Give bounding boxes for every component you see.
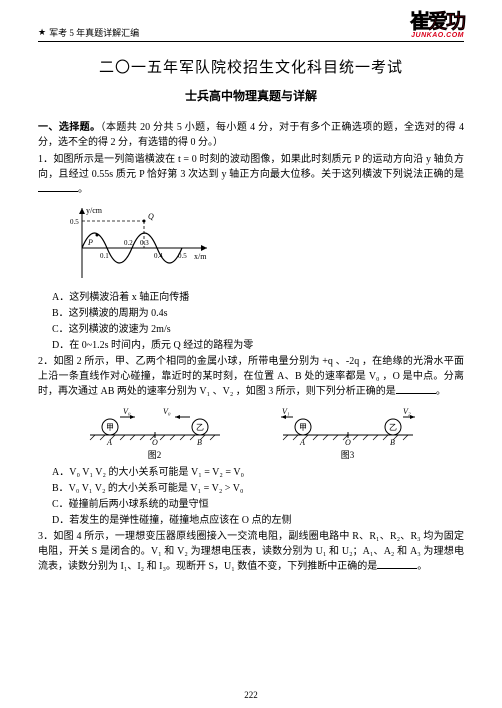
question-2: 2．如图 2 所示，甲、乙两个相同的金属小球，所带电量分别为 +q 、-2q ，… xyxy=(38,354,464,399)
figure-2: 甲 乙 V₀ V₀ A B O 图2 xyxy=(85,405,225,461)
svg-text:B: B xyxy=(197,438,202,445)
svg-text:V₀: V₀ xyxy=(163,407,171,416)
q2-blank xyxy=(396,384,436,394)
figure-3: 甲 乙 V₁ V₂ A B O 图3 xyxy=(278,405,418,461)
svg-text:0.3: 0.3 xyxy=(140,239,149,247)
q2-optD: D．若发生的是弹性碰撞，碰撞地点应该在 O 点的左侧 xyxy=(52,513,464,528)
svg-text:0.1: 0.1 xyxy=(100,252,109,260)
q1-options: A．这列横波沿着 x 轴正向传播 B．这列横波的周期为 0.4s C．这列横波的… xyxy=(38,290,464,353)
svg-text:V₁: V₁ xyxy=(282,407,290,416)
section-label: 一、选择题。 xyxy=(38,122,101,133)
svg-text:0.2: 0.2 xyxy=(124,239,133,247)
svg-text:Q: Q xyxy=(148,212,154,221)
q1-optC: C．这列横波的波速为 2m/s xyxy=(52,322,464,337)
figure-wave: y/cm x/m 0.5 0.1 0.2 0.3 0.4 0.5 P Q xyxy=(62,203,464,286)
q2-optB: B．V₀ V₁ V₂ 的大小关系可能是 V₁ = V₂ > V₀ xyxy=(52,481,464,496)
logo-url: JUNKAO.COM xyxy=(410,32,464,39)
header-left: ★ 军考 5 年真题详解汇编 xyxy=(38,26,139,39)
page-header: ★ 军考 5 年真题详解汇编 崔爱功 JUNKAO.COM xyxy=(38,12,464,42)
star-icon: ★ xyxy=(38,27,46,38)
q1-optD: D．在 0~1.2s 时间内，质元 Q 经过的路程为零 xyxy=(52,338,464,353)
svg-text:A: A xyxy=(299,438,305,445)
q1-optB: B．这列横波的周期为 0.4s xyxy=(52,306,464,321)
fig3-label: 图3 xyxy=(278,448,418,461)
question-1: 1．如图所示是一列简谐横波在 t = 0 时刻的波动图像，如果此时刻质元 P 的… xyxy=(38,152,464,197)
section-1-head: 一、选择题。（本题共 20 分共 5 小题，每小题 4 分，对于有多个正确选项的… xyxy=(38,120,464,150)
header-text: 军考 5 年真题详解汇编 xyxy=(49,26,139,39)
q2-optA: A．V₀ V₁ V₂ 的大小关系可能是 V₁ = V₂ = V₀ xyxy=(52,465,464,480)
q1-blank xyxy=(38,182,78,192)
svg-text:乙: 乙 xyxy=(196,423,204,432)
svg-text:V₀: V₀ xyxy=(123,407,131,416)
fig2-label: 图2 xyxy=(85,448,225,461)
logo-text: 崔爱功 xyxy=(410,12,464,32)
question-3: 3．如图 4 所示，一理想变压器原线圈接入一交流电阻，副线圈电路中 R、R₁、R… xyxy=(38,529,464,574)
ylabel: y/cm xyxy=(86,206,103,215)
figure-collision-row: 甲 乙 V₀ V₀ A B O 图2 xyxy=(38,405,464,461)
svg-text:B: B xyxy=(390,438,395,445)
svg-text:O: O xyxy=(152,438,158,445)
yval: 0.5 xyxy=(70,218,79,226)
wave-svg: y/cm x/m 0.5 0.1 0.2 0.3 0.4 0.5 P Q xyxy=(62,203,212,283)
svg-text:P: P xyxy=(87,238,93,247)
svg-text:0.4: 0.4 xyxy=(154,252,163,260)
section-desc: （本题共 20 分共 5 小题，每小题 4 分，对于有多个正确选项的题，全选对的… xyxy=(38,122,464,148)
svg-text:V₂: V₂ xyxy=(403,407,411,416)
q2-options: A．V₀ V₁ V₂ 的大小关系可能是 V₁ = V₂ = V₀ B．V₀ V₁… xyxy=(38,465,464,528)
svg-text:甲: 甲 xyxy=(106,423,114,432)
q1-optA: A．这列横波沿着 x 轴正向传播 xyxy=(52,290,464,305)
q3-blank xyxy=(377,559,417,569)
exam-title: 二〇一五年军队院校招生文化科目统一考试 xyxy=(38,56,464,77)
svg-text:O: O xyxy=(345,438,351,445)
svg-text:乙: 乙 xyxy=(389,423,397,432)
page-number: 222 xyxy=(0,690,502,700)
exam-subtitle: 士兵高中物理真题与详解 xyxy=(38,87,464,104)
q2-optC: C．碰撞前后两小球系统的动量守恒 xyxy=(52,497,464,512)
svg-text:A: A xyxy=(106,438,112,445)
svg-text:0.5: 0.5 xyxy=(178,252,187,260)
svg-text:甲: 甲 xyxy=(299,423,307,432)
xlabel: x/m xyxy=(194,252,207,261)
logo: 崔爱功 JUNKAO.COM xyxy=(410,12,464,39)
q1-text: 1．如图所示是一列简谐横波在 t = 0 时刻的波动图像，如果此时刻质元 P 的… xyxy=(38,154,464,180)
